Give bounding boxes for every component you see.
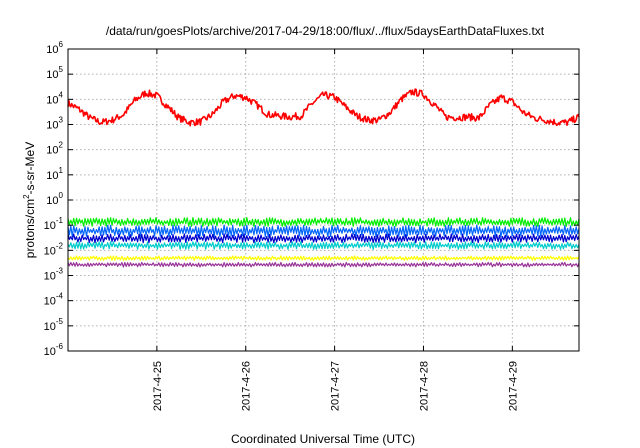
x-tick-label: 2017-4-29 xyxy=(507,361,519,411)
series-line-4 xyxy=(67,241,580,250)
series-line-6 xyxy=(67,261,580,268)
y-tick-label: 10-2 xyxy=(44,241,64,257)
x-tick-label: 2017-4-25 xyxy=(152,361,164,411)
y-tick-label: 10-4 xyxy=(44,292,64,308)
series-group xyxy=(67,88,580,268)
x-tick-label: 2017-4-28 xyxy=(418,361,430,411)
series-line-1 xyxy=(67,217,580,227)
series-line-5 xyxy=(67,255,580,261)
y-axis-label-superscript: 2 xyxy=(22,194,31,199)
y-tick-label: 106 xyxy=(46,40,63,56)
y-tick-label: 104 xyxy=(46,90,63,106)
series-line-2 xyxy=(67,224,580,238)
y-tick-label: 10-6 xyxy=(44,342,64,358)
y-tick-label: 100 xyxy=(46,191,63,207)
y-tick-label: 10-3 xyxy=(44,267,64,283)
y-axis-label: protons/cm2-s-sr-MeV xyxy=(22,142,37,258)
y-axis-label-main: protons/cm xyxy=(23,199,37,258)
chart-title: /data/run/goesPlots/archive/2017-04-29/1… xyxy=(106,24,545,38)
x-axis-label: Coordinated Universal Time (UTC) xyxy=(231,432,415,446)
series-line-0 xyxy=(67,88,580,127)
x-axis: 2017-4-25 2017-4-26 2017-4-27 2017-4-28 2017… xyxy=(152,49,519,411)
y-tick-label: 103 xyxy=(46,116,63,132)
y-tick-label: 101 xyxy=(46,166,63,182)
y-axis-label-unit: -s-sr-MeV xyxy=(23,142,37,195)
grid xyxy=(68,49,579,351)
y-tick-label: 10-5 xyxy=(44,317,64,333)
series-line-3 xyxy=(67,233,580,244)
y-axis: 10-6 10-5 10-4 10-3 10-2 10-1 100 101 102 103 104 1… xyxy=(44,40,579,358)
y-tick-label: 102 xyxy=(46,141,63,157)
y-tick-label: 105 xyxy=(46,65,63,81)
x-tick-label: 2017-4-26 xyxy=(241,361,253,411)
y-tick-label: 10-1 xyxy=(44,216,64,232)
x-tick-label: 2017-4-27 xyxy=(330,361,342,411)
